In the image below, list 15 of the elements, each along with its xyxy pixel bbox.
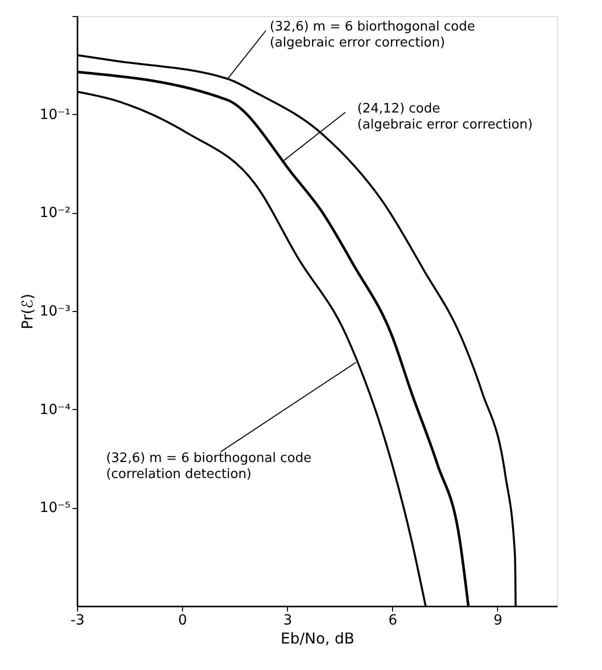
annotation: (24,12) code (algebraic error correction)	[357, 101, 533, 132]
y-axis-title: Pr(ℰ)	[18, 294, 37, 330]
y-tick-label: 10⁻⁵	[40, 500, 70, 516]
y-tick-label: 10⁻¹	[40, 106, 70, 123]
annotation: (32,6) m = 6 biorthogonal code (correlation detection)	[106, 450, 312, 482]
x-tick-label: 3	[283, 612, 292, 628]
x-tick-label: 0	[178, 612, 188, 628]
x-tick-label: 9	[493, 612, 502, 628]
x-axis-title: Eb/No, dB	[280, 630, 354, 648]
y-tick-label: 10⁻⁴	[40, 402, 71, 418]
annotation: (32,6) m = 6 biorthogonal code (algebraic error correction)	[270, 20, 476, 51]
x-tick-label: 6	[388, 612, 398, 628]
y-tick-label: 10⁻²	[40, 205, 70, 222]
x-tick-label: -3	[70, 612, 84, 628]
y-tick-label: 10⁻³	[40, 304, 70, 320]
